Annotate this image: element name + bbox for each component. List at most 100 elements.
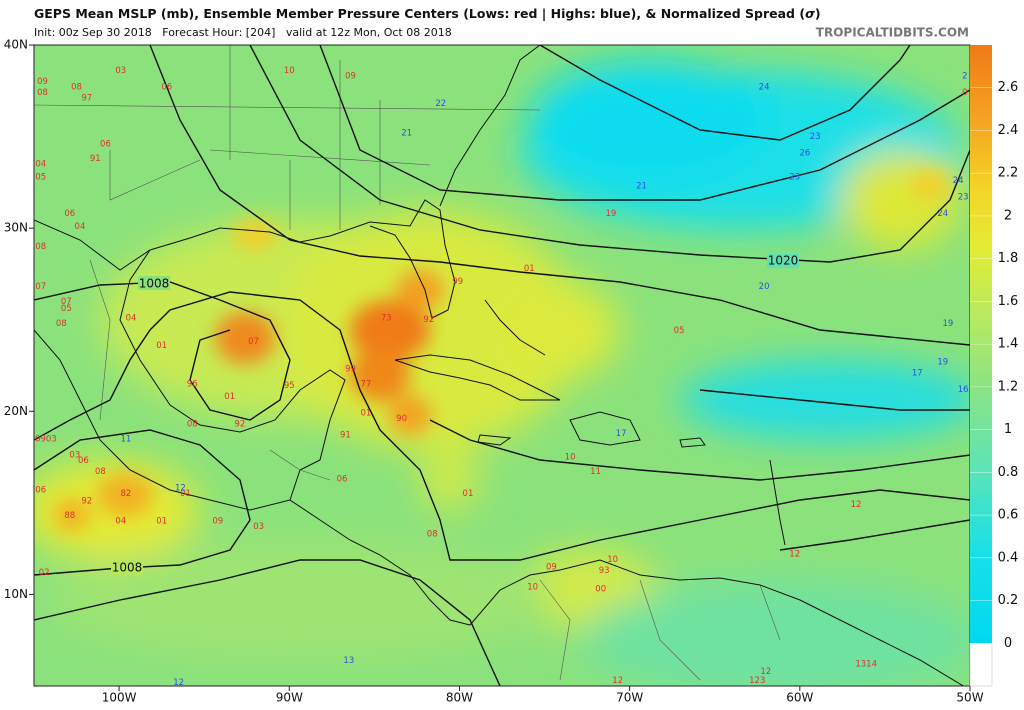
pressure-center: 95 [284,381,295,391]
pressure-center: 24 [953,176,964,186]
pressure-center: 01 [224,392,235,402]
pressure-center: 08 [35,242,46,252]
pressure-center: 12 [175,484,186,494]
x-tick-label: 70W [616,691,643,705]
pressure-center: 08 [427,529,438,539]
isobar-label: 1020 [768,254,799,268]
pressure-center: 82 [120,489,131,499]
pressure-center: 93 [599,566,610,576]
pressure-center: 08 [56,319,67,329]
colorbar-tick-label: 0.6 [998,508,1019,523]
pressure-center: 96 [187,379,198,389]
colorbar-tick-label: 1.8 [998,251,1019,266]
pressure-center: 01 [156,341,167,351]
x-tick-label: 100W [102,691,137,705]
pressure-center: 09 [546,562,557,572]
pressure-center: 23 [810,132,821,142]
pressure-center: 06 [78,456,89,466]
pressure-center: 97 [81,94,92,104]
pressure-center: 05 [35,172,46,182]
pressure-center: 13 [343,656,354,666]
pressure-center: 04 [126,313,137,323]
pressure-center: 07 [61,297,72,307]
pressure-center: 01 [463,489,474,499]
pressure-center: 99 [345,365,356,375]
pressure-center: 09 [37,77,48,87]
pressure-center: 21 [401,128,412,138]
y-tick-label: 40N [4,38,28,52]
pressure-center: 12 [851,500,862,510]
x-tick-label: 60W [786,691,813,705]
pressure-center: 19 [942,319,953,329]
pressure-center: 24 [759,83,770,93]
y-tick-label: 30N [4,221,28,235]
colorbar-tick-label: 0.8 [998,465,1019,480]
pressure-center: 07 [248,337,259,347]
pressure-center: 0 [962,88,967,98]
y-tick-label: 20N [4,404,28,418]
pressure-center: 12 [789,550,800,560]
pressure-center: 09 [345,72,356,82]
pressure-center: 92 [423,315,434,325]
x-tick-label: 80W [446,691,473,705]
pressure-center: 01 [156,517,167,527]
pressure-center: 92 [235,420,246,430]
pressure-center: 10 [284,66,295,76]
pressure-center: 02 [39,568,50,578]
pressure-center: 12 [173,678,184,688]
axes: 100W 90W 80W 70W 60W 50W 40N 30N 20N 10N [4,38,984,705]
pressure-center: 22 [435,99,446,109]
colorbar-tick-label: 0.4 [998,550,1019,565]
pressure-center: 03 [253,522,264,532]
pressure-center: 77 [360,379,371,389]
subtitle: Init: 00z Sep 30 2018 Forecast Hour: [20… [34,26,452,39]
pressure-center: 06 [35,486,46,496]
colorbar-below [969,643,993,687]
pressure-center: 08 [187,420,198,430]
pressure-center: 17 [616,429,627,439]
colorbar-tick-label: 2.6 [998,80,1019,95]
map-field: 1008 1020 1008 0908089703060691040506040… [34,45,970,688]
pressure-center: 04 [115,517,126,527]
pressure-center: 88 [64,511,75,521]
pressure-center: 24 [937,209,948,219]
pressure-center: 11 [120,434,131,444]
pressure-center: 123 [749,676,765,686]
pressure-center: 06 [337,475,348,485]
colorbar-tick-label: 2 [1004,208,1012,223]
pressure-center: 90 [396,414,407,424]
isobar-label-bg [138,276,170,290]
title: GEPS Mean MSLP (mb), Ensemble Member Pre… [34,6,821,21]
isobar-label-bg [767,254,799,268]
pressure-center: 08 [71,83,82,93]
pressure-center: 19 [606,209,617,219]
colorbar-tick-label: 1.6 [998,294,1019,309]
pressure-center: 2 [962,72,967,82]
pressure-center: 26 [800,149,811,159]
y-tick-label: 10N [4,587,28,601]
pressure-center: 21 [636,182,647,192]
isobar-label: 1008 [139,277,170,291]
pressure-center: 17 [912,368,923,378]
colorbar-tick-label: 0.2 [998,593,1019,608]
pressure-center: 03 [69,451,80,461]
colorbar-tick-label: 0 [1004,636,1012,651]
pressure-center: 06 [161,83,172,93]
pressure-center: 01 [180,489,191,499]
pressure-center: 91 [90,154,101,164]
pressure-center: 73 [381,313,392,323]
colorbar: 0 0.2 0.4 0.6 0.8 1 1.2 1.4 1.6 1.8 2 2.2 2.4 2.6 [969,45,1019,687]
pressure-center: 05 [674,326,685,336]
pressure-center: 01 [524,264,535,274]
isobar-label: 1008 [112,561,143,575]
x-tick-label: 90W [276,691,303,705]
pressure-center: 07 [35,282,46,292]
pressure-center: 10 [527,583,538,593]
x-tick-label: 50W [956,691,983,705]
pressure-center: 04 [75,222,86,232]
pressure-center: 10 [565,453,576,463]
pressure-center: 91 [340,431,351,441]
credit: TROPICALTIDBITS.COM [816,26,969,40]
